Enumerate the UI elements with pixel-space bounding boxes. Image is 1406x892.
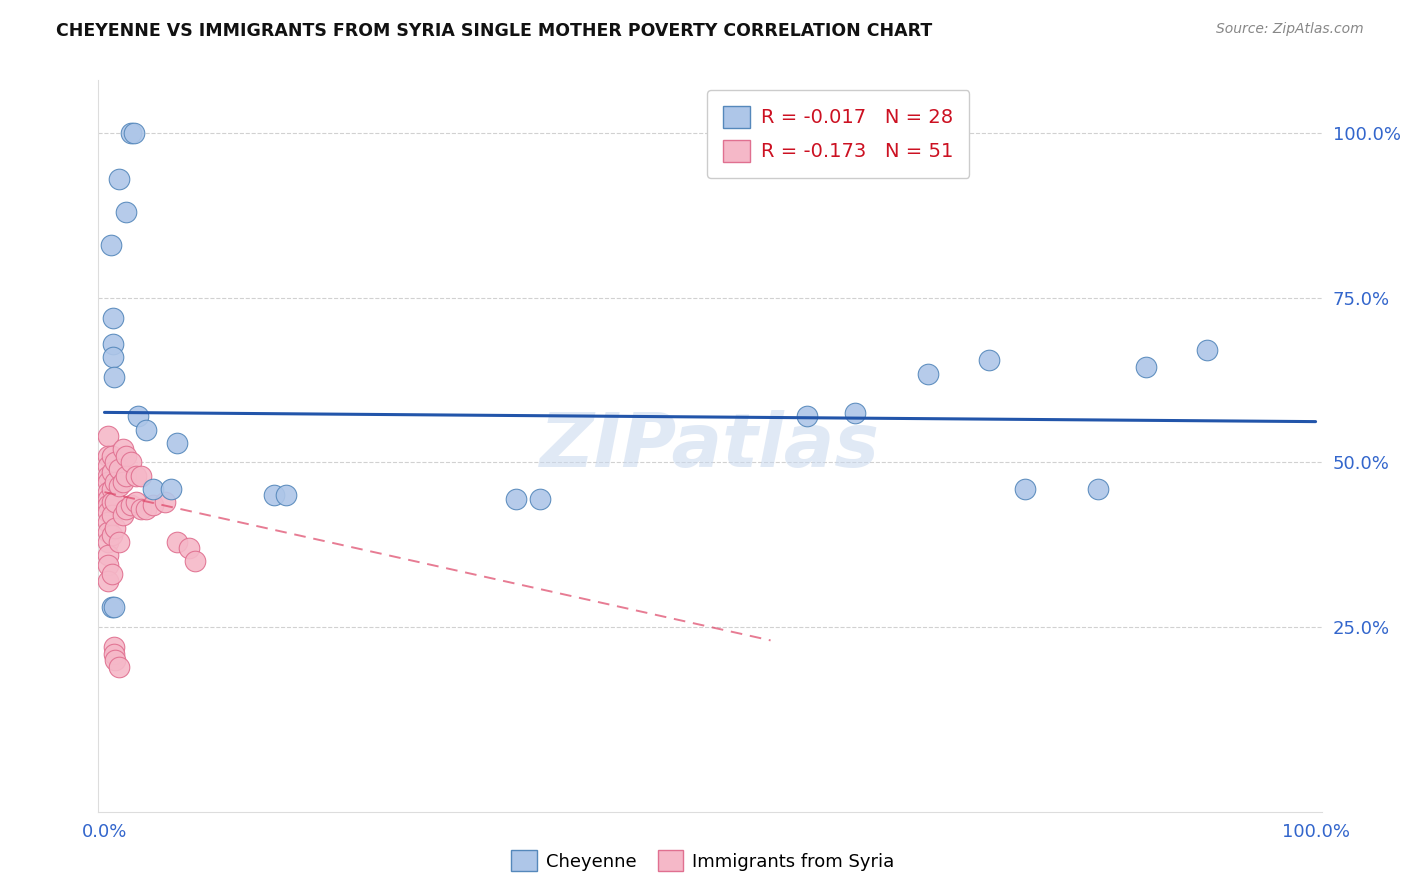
Point xyxy=(97,524,120,539)
Point xyxy=(103,640,125,654)
Point xyxy=(103,600,125,615)
Point xyxy=(125,468,148,483)
Point xyxy=(184,554,207,568)
Point xyxy=(100,600,122,615)
Point xyxy=(142,498,165,512)
Point xyxy=(104,455,127,469)
Point xyxy=(108,462,131,476)
Point xyxy=(97,458,120,473)
Point xyxy=(111,508,134,523)
Point xyxy=(111,442,134,457)
Point xyxy=(100,567,122,582)
Point xyxy=(97,558,120,572)
Point xyxy=(97,574,120,588)
Point xyxy=(120,455,142,469)
Point xyxy=(1195,343,1218,358)
Point xyxy=(108,534,131,549)
Legend: Cheyenne, Immigrants from Syria: Cheyenne, Immigrants from Syria xyxy=(505,843,901,879)
Point xyxy=(263,488,285,502)
Point xyxy=(129,468,152,483)
Point xyxy=(104,521,127,535)
Legend: R = -0.017   N = 28, R = -0.173   N = 51: R = -0.017 N = 28, R = -0.173 N = 51 xyxy=(707,90,969,178)
Point xyxy=(115,501,138,516)
Text: ZIPatlas: ZIPatlas xyxy=(540,409,880,483)
Point xyxy=(108,172,131,186)
Point xyxy=(120,126,142,140)
Point xyxy=(100,449,122,463)
Point xyxy=(977,353,1000,368)
Point xyxy=(1135,359,1157,374)
Point xyxy=(179,541,201,556)
Point xyxy=(160,482,183,496)
Point xyxy=(97,485,120,500)
Point xyxy=(97,429,120,443)
Point xyxy=(97,534,120,549)
Point xyxy=(135,423,157,437)
Point xyxy=(97,468,120,483)
Point xyxy=(122,126,145,140)
Point xyxy=(505,491,527,506)
Point xyxy=(104,653,127,667)
Point xyxy=(101,336,124,351)
Point xyxy=(127,409,149,424)
Point xyxy=(115,205,138,219)
Text: Source: ZipAtlas.com: Source: ZipAtlas.com xyxy=(1216,22,1364,37)
Point xyxy=(142,482,165,496)
Point xyxy=(97,515,120,529)
Point xyxy=(104,475,127,490)
Point xyxy=(1014,482,1036,496)
Point xyxy=(100,495,122,509)
Point xyxy=(115,468,138,483)
Point xyxy=(796,409,818,424)
Text: CHEYENNE VS IMMIGRANTS FROM SYRIA SINGLE MOTHER POVERTY CORRELATION CHART: CHEYENNE VS IMMIGRANTS FROM SYRIA SINGLE… xyxy=(56,22,932,40)
Point xyxy=(120,498,142,512)
Point xyxy=(844,406,866,420)
Point xyxy=(1087,482,1109,496)
Point xyxy=(97,475,120,490)
Point xyxy=(100,238,122,252)
Point xyxy=(100,466,122,480)
Point xyxy=(111,475,134,490)
Point xyxy=(103,647,125,661)
Point xyxy=(917,367,939,381)
Point xyxy=(529,491,551,506)
Point xyxy=(104,495,127,509)
Point xyxy=(97,449,120,463)
Point xyxy=(108,659,131,673)
Point xyxy=(115,449,138,463)
Point xyxy=(276,488,298,502)
Point xyxy=(153,495,176,509)
Point xyxy=(129,501,152,516)
Point xyxy=(100,482,122,496)
Point xyxy=(97,505,120,519)
Point xyxy=(125,495,148,509)
Point xyxy=(135,501,157,516)
Point xyxy=(108,478,131,492)
Point xyxy=(101,310,124,325)
Point xyxy=(101,350,124,364)
Point xyxy=(103,369,125,384)
Point xyxy=(97,548,120,562)
Point xyxy=(97,498,120,512)
Point xyxy=(166,534,188,549)
Point xyxy=(100,528,122,542)
Point xyxy=(100,508,122,523)
Point xyxy=(97,491,120,506)
Point xyxy=(166,435,188,450)
